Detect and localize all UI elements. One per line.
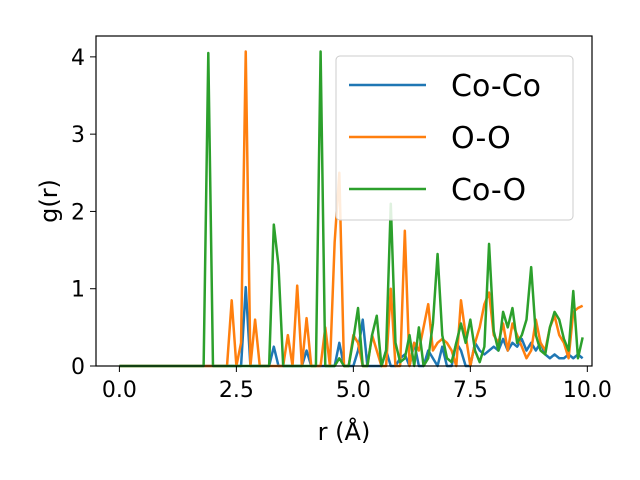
- x-tick-label: 2.5: [219, 378, 254, 403]
- legend: Co-Co O-O Co-O: [335, 55, 574, 221]
- x-tick-label: 7.5: [453, 378, 488, 403]
- y-tick-label: 1: [71, 278, 85, 303]
- legend-label-o-o: O-O: [451, 121, 511, 156]
- legend-items: Co-Co O-O Co-O: [349, 69, 541, 208]
- legend-label-co-co: Co-Co: [451, 69, 541, 104]
- y-tick-label: 3: [71, 123, 85, 148]
- legend-box: [335, 55, 574, 221]
- x-tick-label: 10.0: [563, 378, 612, 403]
- y-axis-label: g(r): [35, 179, 63, 223]
- y-tick-label: 2: [71, 200, 85, 225]
- y-tick-label: 0: [71, 355, 85, 380]
- x-axis: 0.0 2.5 5.0 7.5 10.0: [102, 366, 612, 403]
- x-tick-label: 5.0: [336, 378, 371, 403]
- x-tick-label: 0.0: [102, 378, 137, 403]
- plot-frame: [95, 35, 593, 367]
- y-axis: 0 1 2 3 4: [71, 46, 96, 380]
- x-axis-label: r (Å): [318, 417, 371, 446]
- legend-label-co-o: Co-O: [451, 173, 526, 208]
- y-tick-label: 4: [71, 46, 85, 71]
